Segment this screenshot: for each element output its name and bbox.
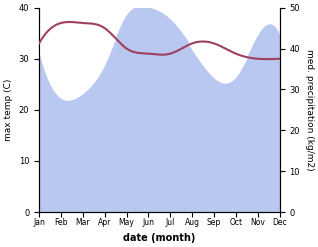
X-axis label: date (month): date (month) [123,233,196,243]
Y-axis label: max temp (C): max temp (C) [4,79,13,141]
Y-axis label: med. precipitation (kg/m2): med. precipitation (kg/m2) [305,49,314,171]
